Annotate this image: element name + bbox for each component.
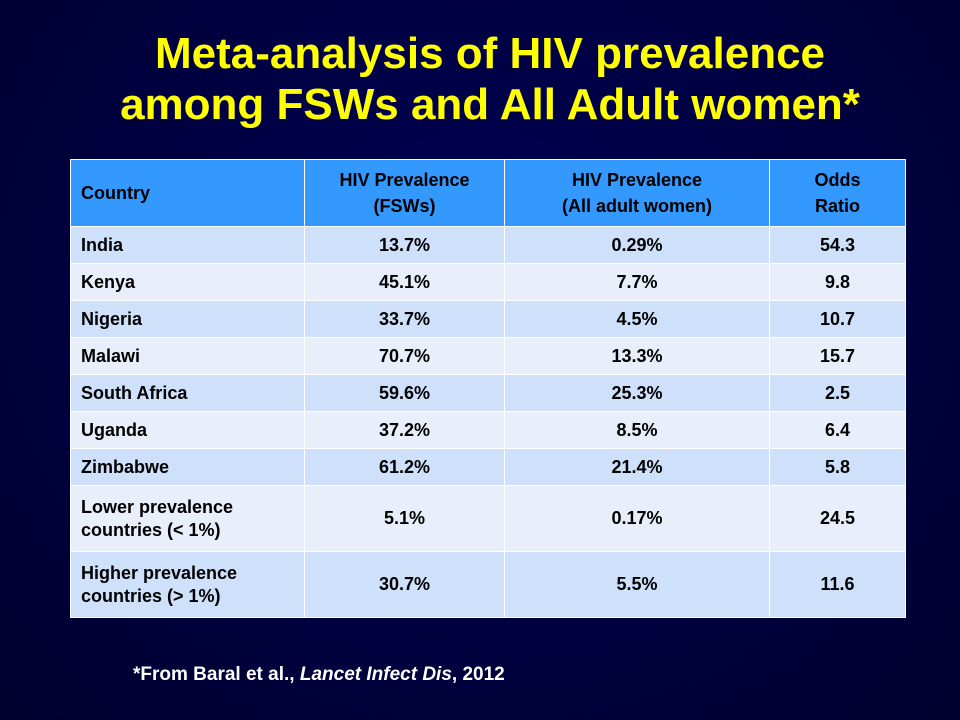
fsw-prevalence-cell: 61.2%	[304, 448, 505, 486]
table-row: Uganda 37.2% 8.5% 6.4	[70, 411, 906, 449]
footnote-suffix: , 2012	[451, 664, 505, 685]
country-cell: Uganda	[70, 411, 305, 449]
table-row: Zimbabwe 61.2% 21.4% 5.8	[70, 448, 906, 486]
odds-ratio-cell: 11.6	[769, 551, 906, 618]
footnote-prefix: *From Baral et al.,	[133, 664, 300, 685]
table-header-row: Country HIV Prevalence (FSWs) HIV Preval…	[70, 159, 906, 227]
odds-ratio-cell: 54.3	[769, 226, 906, 264]
fsw-prevalence-cell: 13.7%	[304, 226, 505, 264]
country-cell: Nigeria	[70, 300, 305, 338]
women-prevalence-cell: 5.5%	[504, 551, 770, 618]
title-line-1: Meta-analysis of HIV prevalence	[154, 29, 826, 78]
country-cell: Lower prevalence countries (< 1%)	[70, 485, 305, 552]
odds-ratio-cell: 9.8	[769, 263, 906, 301]
country-cell: Kenya	[70, 263, 305, 301]
header-fsw-prevalence: HIV Prevalence (FSWs)	[304, 159, 505, 227]
table-body: India 13.7% 0.29% 54.3 Kenya 45.1% 7.7% 9.8 Nige…	[70, 226, 906, 618]
women-prevalence-cell: 25.3%	[504, 374, 770, 412]
table-row: Malawi 70.7% 13.3% 15.7	[70, 337, 906, 375]
footnote-journal: Lancet Infect Dis	[299, 664, 452, 685]
odds-ratio-cell: 24.5	[769, 485, 906, 552]
women-prevalence-cell: 21.4%	[504, 448, 770, 486]
header-country: Country	[70, 159, 305, 227]
fsw-prevalence-cell: 33.7%	[304, 300, 505, 338]
table-row: Higher prevalence countries (> 1%) 30.7% 5.…	[70, 551, 906, 618]
country-cell: South Africa	[70, 374, 305, 412]
women-prevalence-cell: 0.17%	[504, 485, 770, 552]
odds-ratio-cell: 15.7	[769, 337, 906, 375]
fsw-prevalence-cell: 5.1%	[304, 485, 505, 552]
fsw-prevalence-cell: 59.6%	[304, 374, 505, 412]
fsw-prevalence-cell: 30.7%	[304, 551, 505, 618]
country-cell: Malawi	[70, 337, 305, 375]
women-prevalence-cell: 0.29%	[504, 226, 770, 264]
women-prevalence-cell: 13.3%	[504, 337, 770, 375]
country-cell: India	[70, 226, 305, 264]
slide-title: Meta-analysis of HIV prevalence among FS…	[40, 28, 940, 130]
title-line-2: among FSWs and All Adult women*	[120, 80, 860, 129]
header-women-prevalence: HIV Prevalence (All adult women)	[504, 159, 770, 227]
source-footnote: *From Baral et al., Lancet Infect Dis, 2…	[133, 664, 505, 686]
women-prevalence-cell: 8.5%	[504, 411, 770, 449]
table-row: South Africa 59.6% 25.3% 2.5	[70, 374, 906, 412]
odds-ratio-cell: 5.8	[769, 448, 906, 486]
fsw-prevalence-cell: 45.1%	[304, 263, 505, 301]
prevalence-table: Country HIV Prevalence (FSWs) HIV Preval…	[70, 159, 906, 618]
odds-ratio-cell: 10.7	[769, 300, 906, 338]
fsw-prevalence-cell: 70.7%	[304, 337, 505, 375]
odds-ratio-cell: 6.4	[769, 411, 906, 449]
fsw-prevalence-cell: 37.2%	[304, 411, 505, 449]
table-row: Kenya 45.1% 7.7% 9.8	[70, 263, 906, 301]
country-cell: Higher prevalence countries (> 1%)	[70, 551, 305, 618]
country-cell: Zimbabwe	[70, 448, 305, 486]
table-row: Lower prevalence countries (< 1%) 5.1% 0.17…	[70, 485, 906, 552]
header-odds-ratio: Odds Ratio	[769, 159, 906, 227]
women-prevalence-cell: 4.5%	[504, 300, 770, 338]
women-prevalence-cell: 7.7%	[504, 263, 770, 301]
table-row: Nigeria 33.7% 4.5% 10.7	[70, 300, 906, 338]
table-row: India 13.7% 0.29% 54.3	[70, 226, 906, 264]
odds-ratio-cell: 2.5	[769, 374, 906, 412]
